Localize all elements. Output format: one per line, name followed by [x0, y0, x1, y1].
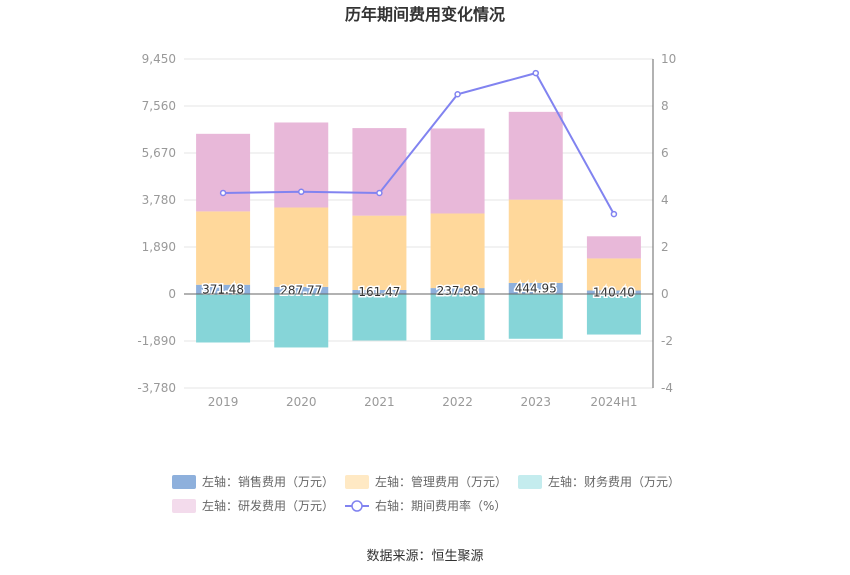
- line-point: [610, 210, 618, 218]
- bar-segment: [430, 294, 485, 341]
- chart-title: 历年期间费用变化情况: [345, 5, 505, 24]
- line-path: [223, 71, 615, 215]
- x-tick-label: 2024H1: [590, 395, 637, 409]
- legend: 左轴：销售费用（万元） 左轴：管理费用（万元） 左轴：财务费用（万元） 左轴：研发费用…: [172, 474, 680, 513]
- bar-segment: [430, 213, 485, 289]
- right-tick-label: -2: [661, 334, 673, 348]
- bar-segment: [196, 294, 251, 343]
- data-label: 140.40: [593, 285, 635, 299]
- legend-swatch: [172, 499, 196, 513]
- left-tick-label: 7,560: [142, 99, 176, 113]
- bar-segment: [508, 282, 563, 294]
- bar-segment: [274, 286, 329, 294]
- bar-segment: [586, 294, 641, 335]
- left-tick-label: 5,670: [142, 146, 176, 160]
- bar-segment: [352, 215, 407, 290]
- legend-label: 左轴：研发费用（万元）: [202, 498, 334, 513]
- right-tick-label: 10: [661, 52, 676, 66]
- x-tick-label: 2019: [208, 395, 239, 409]
- line-point: [454, 91, 461, 98]
- legend-circle-marker: [351, 500, 363, 512]
- right-tick-label: 8: [661, 99, 669, 113]
- left-tick-label: 0: [168, 287, 176, 301]
- left-tick-label: -3,780: [137, 381, 176, 395]
- bar-segment: [508, 199, 563, 283]
- bar-segment: [352, 128, 407, 216]
- bar-segment: [196, 284, 251, 294]
- bar-segment: [274, 294, 329, 348]
- bar-segment: [586, 258, 641, 291]
- bar-segment: [352, 289, 407, 294]
- line-point: [376, 189, 383, 197]
- bar-segment: [352, 294, 407, 341]
- legend-label: 左轴：财务费用（万元）: [548, 474, 680, 489]
- bar-segment: [586, 290, 641, 294]
- bar-segment: [196, 133, 251, 212]
- line-point: [219, 189, 227, 197]
- x-tick-label: 2023: [520, 395, 551, 409]
- bar-segment: [430, 288, 485, 294]
- right-tick-label: 0: [661, 287, 669, 301]
- x-tick-label: 2021: [364, 395, 395, 409]
- legend-label: 左轴：管理费用（万元）: [375, 474, 507, 489]
- left-tick-label: 1,890: [142, 240, 176, 254]
- bar-segment: [430, 128, 485, 214]
- data-labels: 371.48 287.77 161.47 237.88 444.95 140.40: [201, 280, 637, 301]
- data-label: 444.95: [515, 281, 557, 295]
- axes: 9,450 10 7,560 8 5,670 6 3,780 4 1,890 2 0 0 -1,890 -…: [137, 52, 676, 409]
- legend-label: 右轴：期间费用率（%）: [375, 498, 506, 513]
- bars: [196, 111, 641, 348]
- legend-swatch: [518, 475, 542, 489]
- data-label: 287.77: [280, 283, 322, 297]
- bar-segment: [196, 211, 251, 285]
- right-tick-label: 4: [661, 193, 669, 207]
- legend-swatch: [345, 475, 369, 489]
- left-tick-label: 3,780: [142, 193, 176, 207]
- bar-segment: [274, 207, 329, 287]
- right-tick-label: 6: [661, 146, 669, 160]
- x-tick-label: 2022: [442, 395, 473, 409]
- right-tick-label: -4: [661, 381, 673, 395]
- left-tick-label: 9,450: [142, 52, 176, 66]
- line-point: [298, 188, 305, 196]
- grid: [184, 58, 653, 389]
- legend-swatch: [172, 475, 196, 489]
- right-tick-label: 2: [661, 240, 669, 254]
- line-series: [219, 69, 618, 218]
- line-point: [532, 69, 539, 77]
- source-note: 数据来源：恒生聚源: [366, 549, 483, 564]
- legend-label: 左轴：销售费用（万元）: [202, 474, 334, 489]
- bar-segment: [586, 236, 641, 259]
- x-tick-label: 2020: [286, 395, 317, 409]
- bar-segment: [508, 111, 563, 200]
- bar-segment: [508, 294, 563, 339]
- data-label: 161.47: [358, 285, 400, 299]
- left-tick-label: -1,890: [137, 334, 176, 348]
- data-label: 237.88: [437, 284, 479, 298]
